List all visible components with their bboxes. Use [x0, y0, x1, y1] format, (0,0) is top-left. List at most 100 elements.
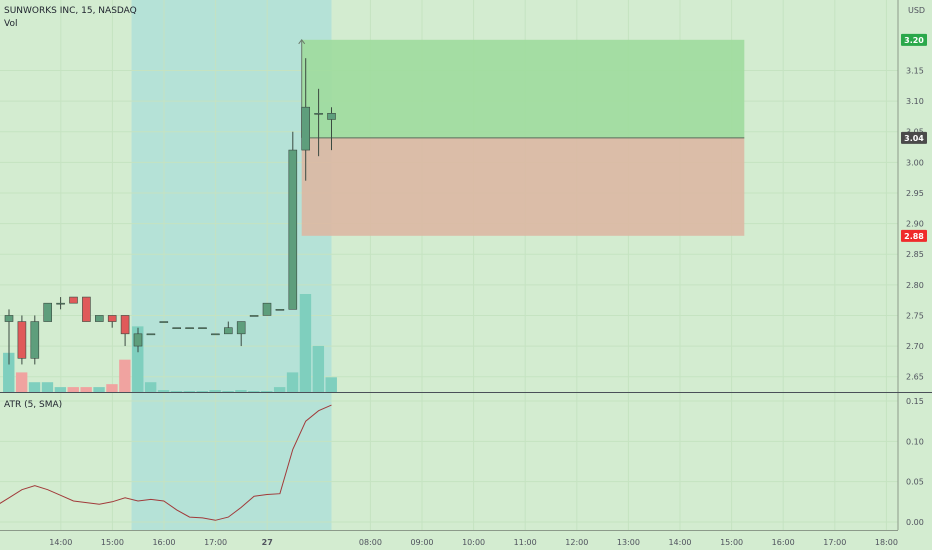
- atr-tick-label: 0.05: [906, 478, 924, 487]
- candle-body: [301, 106, 311, 151]
- candle-layer: [4, 58, 336, 365]
- time-tick-label: 15:00: [101, 538, 124, 547]
- candle-body: [275, 309, 285, 311]
- volume-bar: [28, 382, 41, 392]
- target-price-badge-bg: [901, 33, 927, 46]
- candle-body: [262, 302, 272, 316]
- time-tick-label: 17:00: [204, 538, 227, 547]
- time-tick-label: 14:00: [49, 538, 72, 547]
- price-tick-label: 2.75: [906, 311, 924, 320]
- candle-body: [211, 333, 220, 336]
- candle-body: [236, 321, 246, 335]
- grid-layer: [0, 0, 898, 530]
- position-tool-layer[interactable]: [298, 38, 745, 236]
- symbol-title[interactable]: SUNWORKS INC, 15, NASDAQ: [4, 6, 137, 16]
- candle-body: [172, 327, 181, 329]
- candle-body: [95, 315, 104, 322]
- atr-layer: [0, 404, 332, 521]
- candle-body: [120, 315, 130, 335]
- candle-body: [146, 333, 156, 336]
- volume-bar: [325, 377, 337, 392]
- volume-bar: [80, 387, 92, 392]
- time-tick-label: 15:00: [720, 538, 743, 547]
- candle-body: [107, 315, 117, 322]
- time-tick-label: 27: [262, 538, 273, 547]
- position-stop-zone: [301, 137, 745, 236]
- candle-body: [224, 327, 233, 335]
- price-tick-label: 3.10: [906, 97, 924, 106]
- position-target-zone: [301, 39, 745, 138]
- candle-body: [69, 296, 78, 304]
- volume-bar: [157, 390, 170, 392]
- entry-price-badge-bg: [901, 131, 927, 144]
- atr-tick-label: 0.15: [906, 397, 924, 406]
- stop-price-badge: 2.88: [904, 232, 924, 241]
- volume-bar: [196, 391, 208, 392]
- entry-price-badge: 3.04: [904, 134, 924, 143]
- volume-bar: [132, 326, 144, 392]
- price-tick-label: 2.70: [906, 342, 924, 351]
- volume-bar: [312, 345, 325, 392]
- volume-bar: [106, 384, 118, 392]
- volume-bar: [41, 382, 54, 392]
- time-tick-label: 09:00: [410, 538, 433, 547]
- candle-body: [56, 302, 65, 305]
- candle-body: [314, 113, 323, 115]
- candle-body: [198, 327, 207, 329]
- candle-body: [17, 321, 27, 359]
- atr-tick-label: 0.00: [906, 518, 924, 527]
- candle-body: [4, 315, 14, 322]
- target-price-badge: 3.20: [904, 36, 924, 45]
- candle-body: [159, 321, 169, 323]
- volume-layer: [3, 294, 337, 392]
- time-tick-label: 10:00: [462, 538, 485, 547]
- volume-bar: [170, 391, 183, 392]
- volume-bar: [15, 372, 28, 392]
- time-tick-label: 18:00: [875, 538, 898, 547]
- stop-price-badge-bg: [901, 229, 927, 242]
- volume-bar: [222, 391, 234, 392]
- candle-body: [249, 315, 259, 317]
- volume-bar: [67, 387, 79, 392]
- atr-legend-label[interactable]: ATR (5, SMA): [4, 400, 62, 410]
- atr-tick-label: 0.10: [906, 437, 924, 446]
- volume-bar: [273, 387, 286, 392]
- volume-bar: [93, 387, 105, 392]
- candle-body: [82, 296, 91, 322]
- volume-bar: [119, 359, 131, 392]
- position-arrow-icon: [298, 38, 306, 45]
- price-tick-label: 2.95: [906, 189, 924, 198]
- volume-bar: [248, 391, 260, 392]
- volume-bar: [54, 387, 67, 392]
- price-tick-label: 2.90: [906, 220, 924, 229]
- candle-body: [43, 302, 53, 322]
- volume-bar: [299, 294, 312, 392]
- time-tick-label: 14:00: [668, 538, 691, 547]
- volume-bar: [183, 391, 196, 392]
- price-tick-label: 2.80: [906, 281, 924, 290]
- time-tick-label: 16:00: [152, 538, 175, 547]
- currency-label: USD: [908, 6, 925, 15]
- volume-bar: [209, 390, 221, 392]
- time-tick-label: 11:00: [514, 538, 537, 547]
- volume-bar: [286, 372, 299, 392]
- volume-bar: [235, 390, 247, 392]
- volume-bar: [261, 391, 273, 392]
- candle-body: [185, 327, 194, 329]
- time-tick-label: 17:00: [823, 538, 846, 547]
- time-tick-label: 13:00: [617, 538, 640, 547]
- time-tick-label: 08:00: [359, 538, 382, 547]
- volume-bar: [144, 382, 157, 392]
- price-tick-label: 2.85: [906, 250, 924, 259]
- price-tick-label: 3.00: [906, 158, 924, 167]
- volume-bar: [3, 352, 15, 392]
- candle-body: [327, 113, 336, 120]
- candle-body: [288, 149, 298, 310]
- candle-body: [133, 333, 143, 347]
- volume-legend-label[interactable]: Vol: [4, 19, 17, 29]
- atr-line: [0, 404, 332, 521]
- price-tick-label: 2.65: [906, 373, 924, 382]
- time-tick-label: 16:00: [772, 538, 795, 547]
